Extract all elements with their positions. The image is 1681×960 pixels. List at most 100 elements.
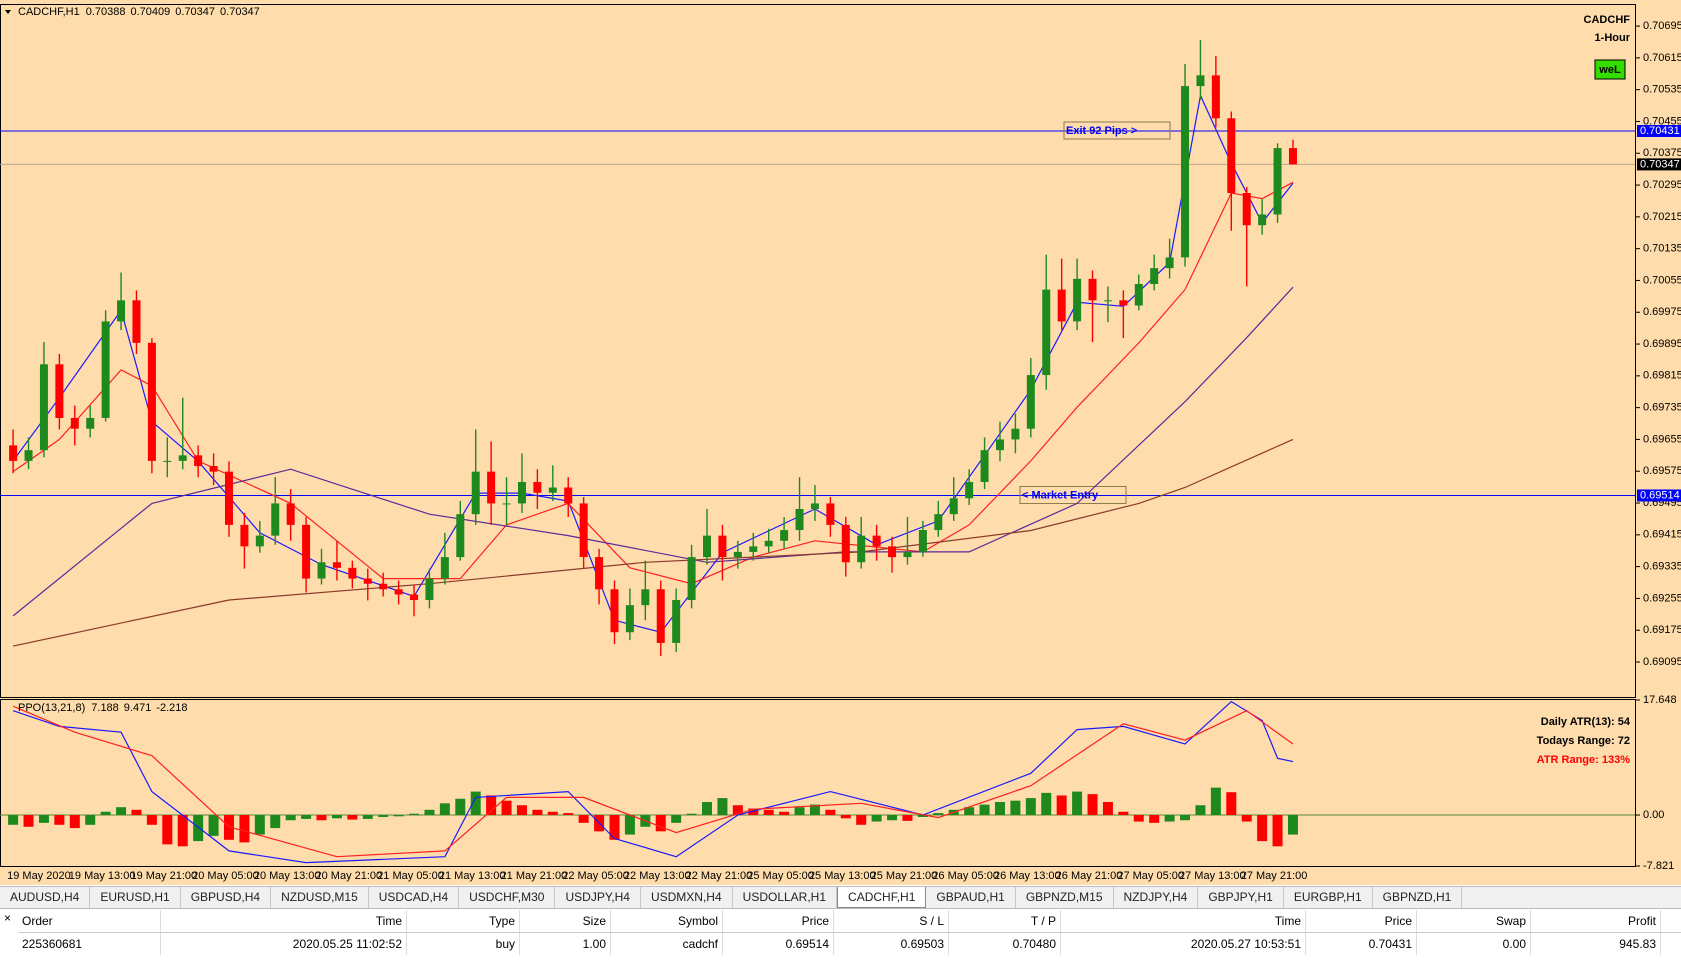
- chart-tab[interactable]: NZDJPY,H4: [1114, 887, 1199, 908]
- histogram-bar: [1180, 815, 1191, 821]
- histogram-bar: [331, 815, 342, 819]
- table-cell: 1.00: [520, 933, 611, 955]
- chart-tab[interactable]: CADCHF,H1: [837, 887, 927, 908]
- table-cell: 2020.05.25 11:02:52: [161, 933, 407, 955]
- ppo-tick-label: 0.00: [1643, 809, 1664, 821]
- time-label: 26 May 05:00: [932, 870, 999, 882]
- chart-tab[interactable]: USDJPY,H4: [555, 887, 641, 908]
- chart-tab[interactable]: USDMXN,H4: [641, 887, 733, 908]
- column-header[interactable]: Type: [407, 910, 520, 932]
- time-label: 25 May 21:00: [871, 870, 938, 882]
- candle-body: [672, 600, 681, 643]
- candle-body: [903, 551, 912, 558]
- histogram-bar: [316, 815, 327, 821]
- column-header[interactable]: Symbol: [611, 910, 723, 932]
- time-label: 19 May 13:00: [69, 870, 136, 882]
- table-cell: 0.00: [1417, 933, 1531, 955]
- price-tick-label: 0.69735: [1643, 402, 1681, 414]
- column-header[interactable]: Size: [520, 910, 611, 932]
- chart-tab[interactable]: EURGBP,H1: [1284, 887, 1373, 908]
- symbol-label: CADCHF: [1584, 14, 1631, 26]
- candle-body: [995, 439, 1004, 451]
- badge[interactable]: [1594, 59, 1626, 80]
- candle-body: [1181, 86, 1190, 258]
- price-marker-label: 0.69514: [1640, 489, 1680, 501]
- table-cell: 945.83: [1531, 933, 1661, 955]
- candle-body: [810, 503, 819, 509]
- time-label: 21 May 13:00: [439, 870, 506, 882]
- candle-body: [641, 589, 650, 606]
- chart-tab[interactable]: GBPNZD,H1: [1373, 887, 1463, 908]
- column-header[interactable]: Swap: [1417, 910, 1531, 932]
- histogram-bar: [23, 815, 34, 827]
- histogram-bar: [208, 815, 219, 836]
- candle-body: [1150, 268, 1159, 285]
- price-tick-label: 0.69655: [1643, 433, 1681, 445]
- price-tick-label: 0.69255: [1643, 592, 1681, 604]
- histogram-bar: [840, 815, 851, 819]
- chart-tab[interactable]: GBPAUD,H1: [926, 887, 1016, 908]
- histogram-bar: [1025, 798, 1036, 816]
- column-header[interactable]: Time: [161, 910, 407, 932]
- price-tick-label: 0.70375: [1643, 147, 1681, 159]
- candle-body: [718, 535, 727, 558]
- chart-tab[interactable]: GBPUSD,H4: [181, 887, 272, 908]
- histogram-bar: [794, 807, 805, 816]
- close-icon[interactable]: ×: [4, 911, 12, 925]
- candle-body: [286, 503, 295, 525]
- candle-body: [70, 417, 79, 429]
- time-label: 20 May 13:00: [254, 870, 321, 882]
- price-marker: [1637, 124, 1681, 137]
- column-header[interactable]: Time: [1061, 910, 1306, 932]
- chart-tab[interactable]: EURUSD,H1: [90, 887, 181, 908]
- collapse-icon: [5, 10, 11, 14]
- histogram-bar: [8, 815, 19, 825]
- column-header[interactable]: Price: [1306, 910, 1417, 932]
- price-marker-label: 0.70431: [1640, 125, 1680, 137]
- chart-tab[interactable]: GBPJPY,H1: [1198, 887, 1284, 908]
- histogram-bar: [146, 815, 157, 825]
- histogram-bar: [409, 813, 420, 816]
- price-tick-label: 0.69095: [1643, 656, 1681, 668]
- histogram-bar: [1257, 815, 1268, 842]
- candle-body: [379, 583, 388, 590]
- column-header[interactable]: T / P: [949, 910, 1061, 932]
- chart-tab[interactable]: USDOLLAR,H1: [733, 887, 838, 908]
- candle-body: [1088, 278, 1097, 301]
- indicator-line: [12, 705, 1294, 858]
- column-header[interactable]: Profit: [1531, 910, 1661, 932]
- histogram-bar: [470, 791, 481, 816]
- ppo-tick-label: -7.821: [1643, 860, 1674, 872]
- candle-body: [271, 503, 280, 536]
- chart-tab[interactable]: GBPNZD,M15: [1016, 887, 1114, 908]
- table-cell: 0.70431: [1306, 933, 1417, 955]
- candle-body: [949, 498, 958, 515]
- chart-tab[interactable]: USDCHF,M30: [459, 887, 556, 908]
- column-header[interactable]: Order: [18, 910, 161, 932]
- indicator-panel: [0, 699, 1636, 867]
- histogram-bar: [285, 815, 296, 821]
- time-label: 25 May 05:00: [747, 870, 814, 882]
- candle-body: [826, 503, 835, 525]
- chart-tab[interactable]: NZDUSD,M15: [271, 887, 369, 908]
- line-label: Exit 92 Pips >: [1066, 125, 1137, 137]
- histogram-bar: [624, 815, 635, 835]
- candle-body: [178, 455, 187, 461]
- chart-tab[interactable]: AUDUSD,H4: [0, 887, 91, 908]
- column-header[interactable]: S / L: [834, 910, 949, 932]
- time-label: 21 May 21:00: [501, 870, 568, 882]
- column-header[interactable]: Price: [723, 910, 834, 932]
- histogram-bar: [994, 801, 1005, 816]
- histogram-bar: [779, 811, 790, 816]
- time-label: 27 May 13:00: [1179, 870, 1246, 882]
- histogram-bar: [717, 798, 728, 816]
- chart-tab[interactable]: USDCAD,H4: [369, 887, 460, 908]
- main-panel: [0, 4, 1636, 698]
- histogram-bar: [193, 815, 204, 842]
- candle-body: [348, 567, 357, 579]
- time-label: 19 May 2020: [7, 870, 71, 882]
- ppo-tick-label: 17.648: [1643, 694, 1677, 706]
- price-tick-label: 0.70615: [1643, 52, 1681, 64]
